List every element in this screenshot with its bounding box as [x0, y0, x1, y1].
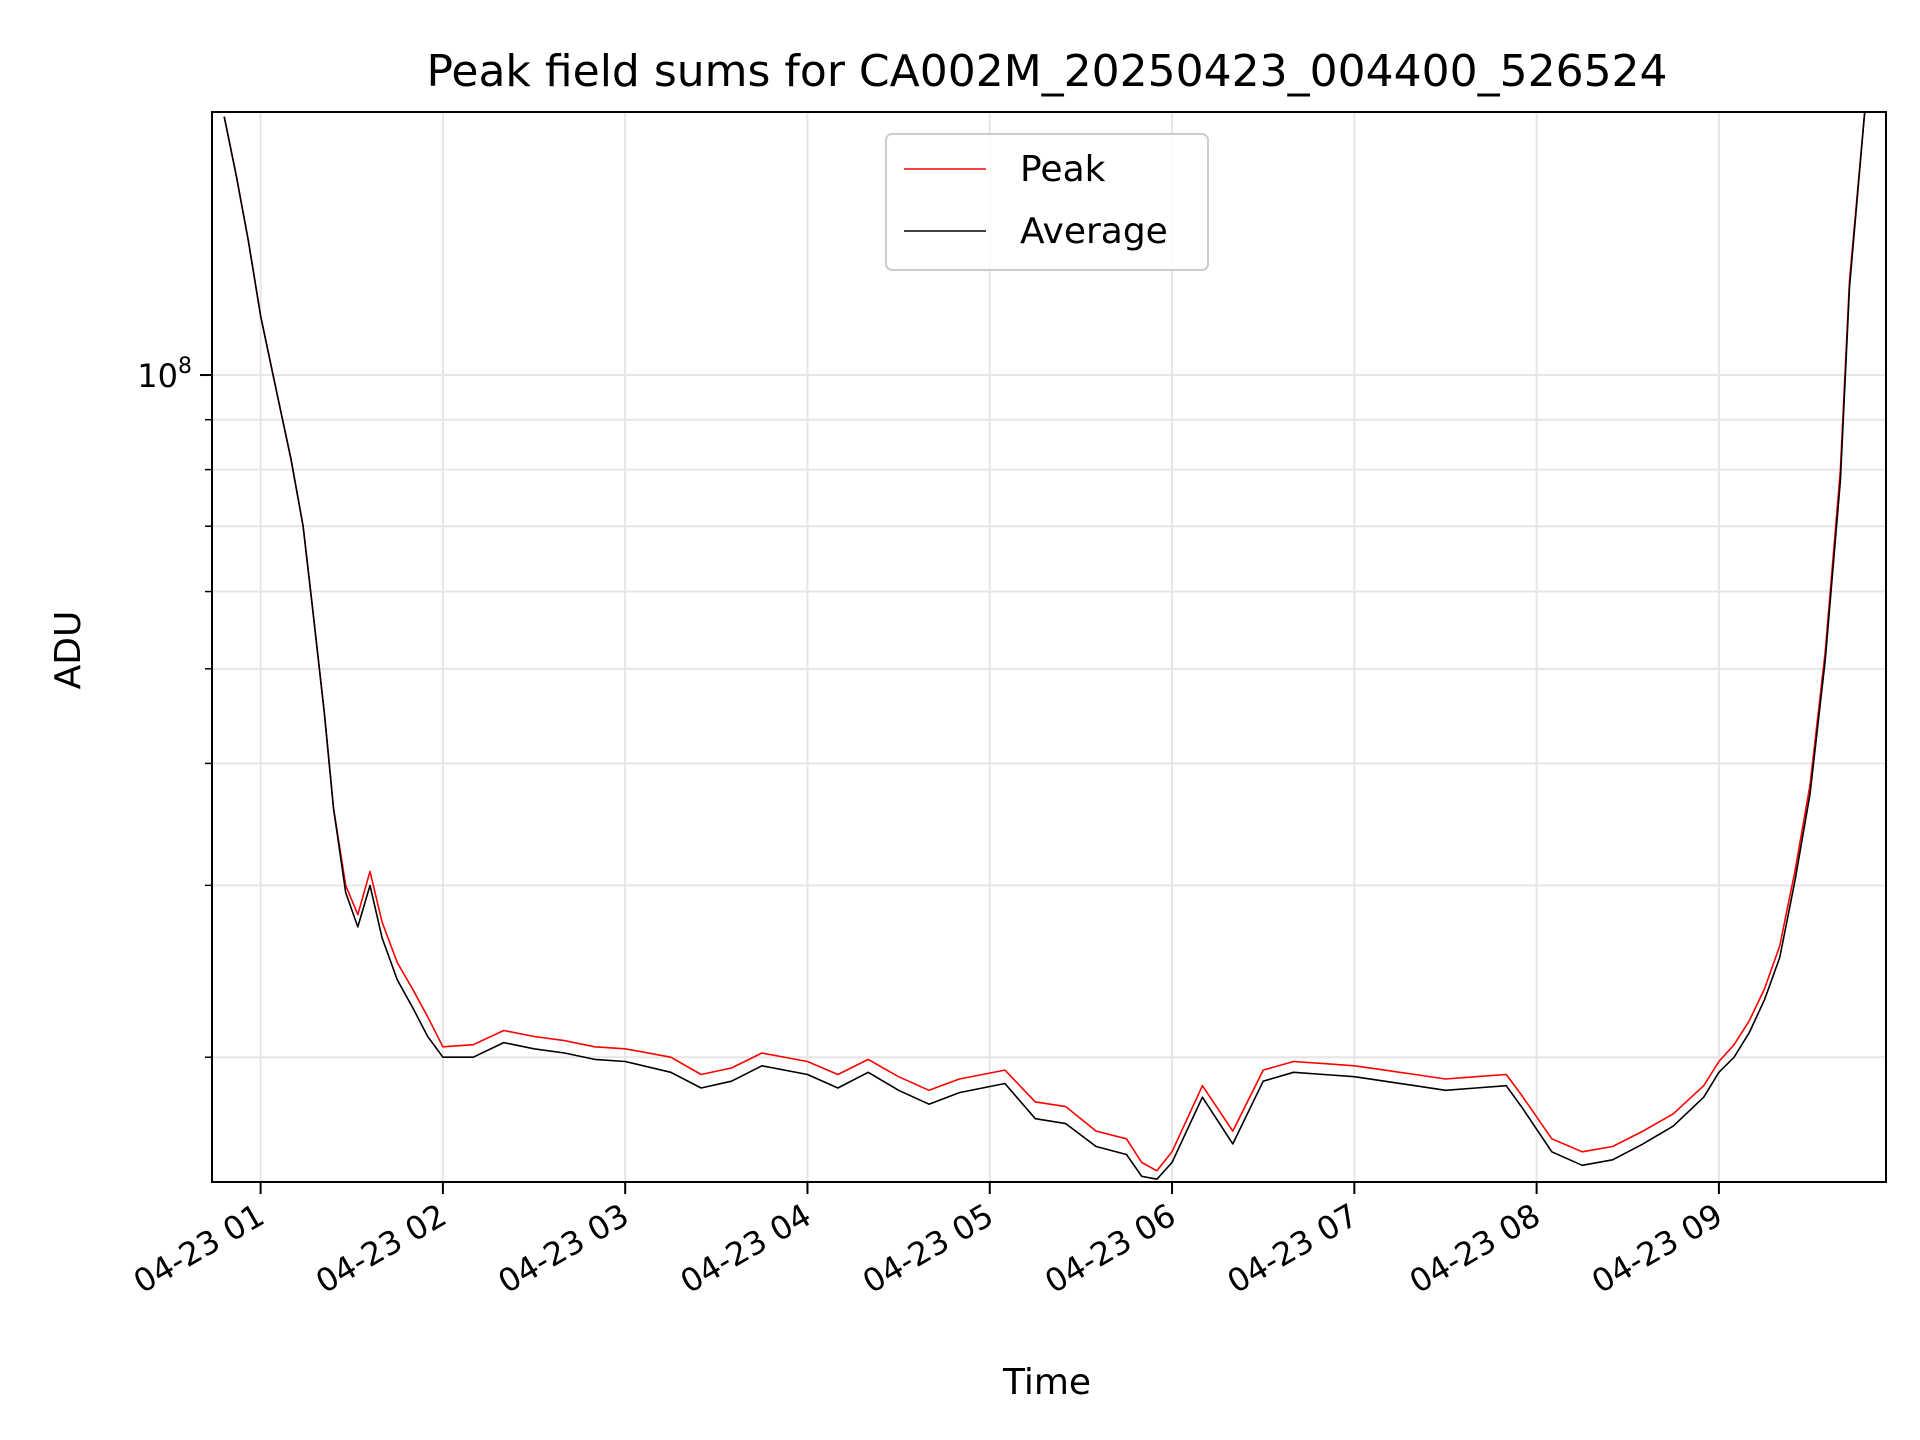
plot-lines	[223, 112, 1886, 1180]
y-axis-label: ADU	[48, 611, 89, 690]
series-line-average	[223, 112, 1886, 1180]
x-axis-label: Time	[1002, 1362, 1091, 1403]
grid	[212, 112, 1886, 1182]
legend-label-average: Average	[1020, 211, 1168, 252]
legend: Peak Average	[885, 133, 1209, 271]
series-line-peak	[223, 112, 1886, 1172]
legend-box	[885, 133, 1209, 271]
y-axis-ticks: 108	[137, 354, 212, 1058]
chart-title: Peak field sums for CA002M_20250423_0044…	[426, 46, 1667, 97]
legend-label-peak: Peak	[1020, 149, 1106, 190]
y-tick-label: 108	[137, 354, 192, 395]
plot-frame	[211, 111, 1887, 1183]
